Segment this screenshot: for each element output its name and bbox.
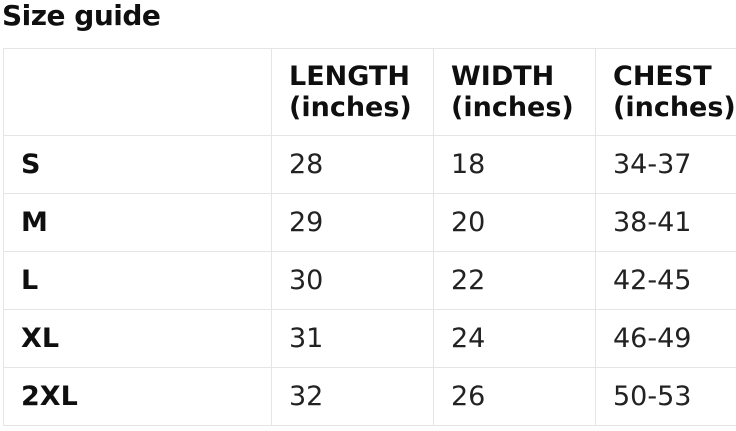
table-row: L 30 22 42-45 <box>3 251 736 310</box>
chest-value: 50-53 <box>595 367 736 426</box>
table-row: S 28 18 34-37 <box>3 135 736 194</box>
chest-value: 46-49 <box>595 309 736 368</box>
width-value: 22 <box>433 251 596 310</box>
column-header-length: LENGTH (inches) <box>271 48 434 136</box>
chest-value: 34-37 <box>595 135 736 194</box>
table-body: S 28 18 34-37 M 29 20 38-41 L 30 22 42-45 XL 31 24 46-4… <box>3 135 736 426</box>
width-value: 20 <box>433 193 596 252</box>
column-header-unit: (inches) <box>451 92 574 123</box>
length-value: 29 <box>271 193 434 252</box>
column-header-chest: CHEST (inches) <box>595 48 736 136</box>
column-header-label: CHEST <box>613 61 712 92</box>
length-value: 28 <box>271 135 434 194</box>
size-label: L <box>3 251 272 310</box>
table-row: M 29 20 38-41 <box>3 193 736 252</box>
size-label: 2XL <box>3 367 272 426</box>
table-header: LENGTH (inches) WIDTH (inches) CHEST (inches) <box>3 48 736 136</box>
column-header-unit: (inches) <box>289 92 412 123</box>
width-value: 24 <box>433 309 596 368</box>
size-guide-table: LENGTH (inches) WIDTH (inches) CHEST (inches)… <box>3 48 736 426</box>
table-row: XL 31 24 46-49 <box>3 309 736 368</box>
size-guide-title: Size guide <box>2 0 161 32</box>
length-value: 31 <box>271 309 434 368</box>
column-header-label: WIDTH <box>451 61 555 92</box>
width-value: 18 <box>433 135 596 194</box>
width-value: 26 <box>433 367 596 426</box>
size-label: M <box>3 193 272 252</box>
size-label: S <box>3 135 272 194</box>
length-value: 32 <box>271 367 434 426</box>
size-label: XL <box>3 309 272 368</box>
column-header-label: LENGTH <box>289 61 410 92</box>
length-value: 30 <box>271 251 434 310</box>
chest-value: 38-41 <box>595 193 736 252</box>
empty-corner-cell <box>3 48 272 136</box>
table-row: 2XL 32 26 50-53 <box>3 367 736 426</box>
size-guide-table-container: LENGTH (inches) WIDTH (inches) CHEST (inches)… <box>3 48 736 426</box>
header-row: LENGTH (inches) WIDTH (inches) CHEST (inches) <box>3 48 736 136</box>
column-header-width: WIDTH (inches) <box>433 48 596 136</box>
chest-value: 42-45 <box>595 251 736 310</box>
column-header-unit: (inches) <box>613 92 736 123</box>
